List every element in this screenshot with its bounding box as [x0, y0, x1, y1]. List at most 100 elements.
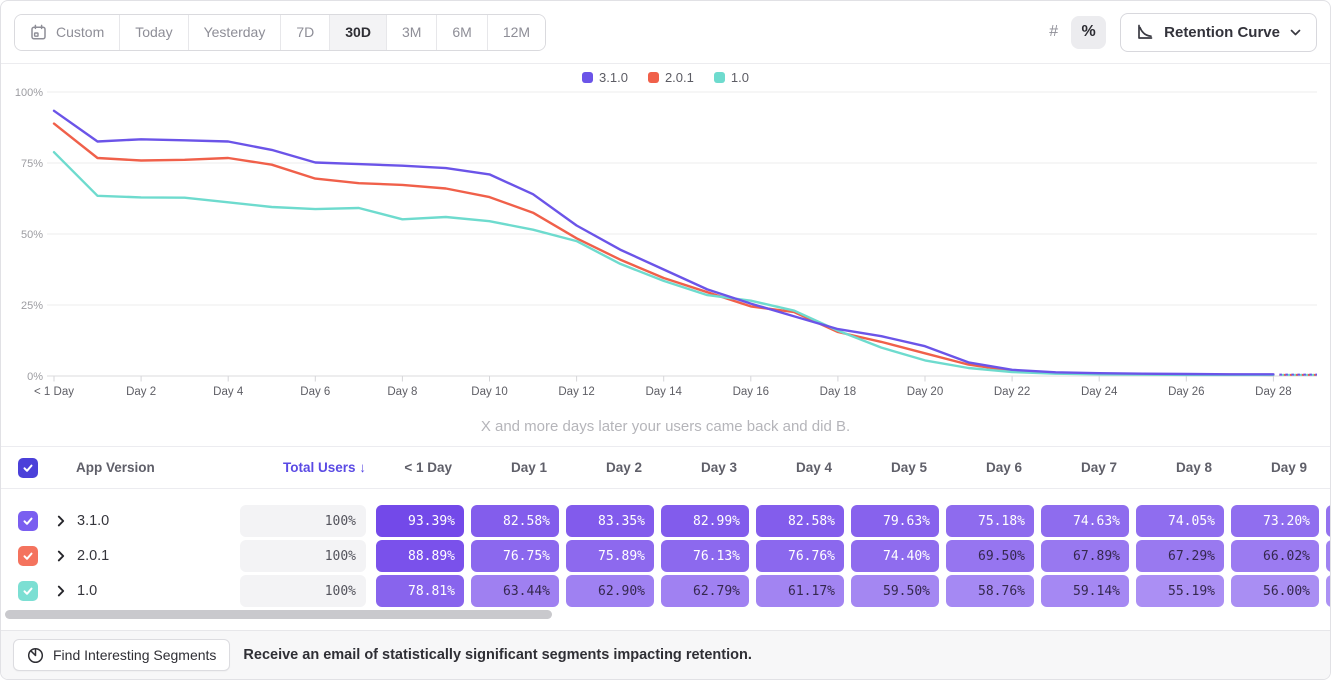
range-button-6m[interactable]: 6M: [436, 14, 487, 50]
x-axis-label: Day 16: [733, 386, 769, 398]
retention-cell[interactable]: 88.89%: [376, 540, 464, 572]
retention-cell[interactable]: 59.14%: [1041, 575, 1129, 607]
chart-subtitle: X and more days later your users came ba…: [480, 418, 851, 435]
percent-mode-button[interactable]: %: [1071, 15, 1107, 49]
legend-swatch: [713, 72, 725, 83]
retention-cell[interactable]: 66.02%: [1231, 540, 1319, 572]
range-button-label: Today: [135, 24, 173, 40]
legend-item-3-1-0[interactable]: 3.1.0: [582, 70, 628, 85]
y-axis-label: 0%: [27, 371, 43, 383]
check-icon: [23, 464, 33, 472]
series-line-3-1-0: [52, 109, 1275, 376]
horizontal-scrollbar[interactable]: [1, 610, 1330, 619]
row-label: 1.0: [77, 583, 98, 599]
column-header-total-users[interactable]: Total Users ↓: [256, 460, 366, 475]
range-button-yesterday[interactable]: Yesterday: [187, 14, 281, 50]
retention-cell[interactable]: 55.19%: [1136, 575, 1224, 607]
x-axis-label: Day 6: [300, 386, 330, 398]
find-interesting-segments-button[interactable]: Find Interesting Segments: [13, 639, 231, 671]
retention-cell[interactable]: 61.17%: [756, 575, 844, 607]
column-header-day-7: Day 7: [1080, 460, 1117, 475]
chart-type-dropdown[interactable]: Retention Curve: [1120, 12, 1317, 52]
retention-chart: 0% 25% 50% 75% 100% < 1 Day Day 2 Day 4 Day 6 Day…: [15, 87, 1317, 398]
row-expand-button[interactable]: [57, 585, 69, 597]
retention-cell[interactable]: 63.44%: [471, 575, 559, 607]
retention-cell[interactable]: 75.89%: [566, 540, 654, 572]
retention-cell[interactable]: 69.50%: [946, 540, 1034, 572]
table-row-1-0: 1.0 100% 78.81% 63.44% 62.90% 62.79% 61.17% 59.…: [1, 575, 1330, 607]
legend-label: 2.0.1: [664, 70, 694, 85]
retention-cell[interactable]: 59.50%: [851, 575, 939, 607]
expand-chevron-icon: [57, 515, 65, 527]
range-button-3m[interactable]: 3M: [385, 14, 437, 50]
retention-cell[interactable]: 67.89%: [1041, 540, 1129, 572]
series-line-2-0-1: [52, 122, 1275, 377]
chart-type-label: Retention Curve: [1164, 23, 1280, 41]
retention-cell[interactable]: 67.29%: [1136, 540, 1224, 572]
range-button-label: 6M: [452, 24, 472, 40]
column-header-day-4: Day 4: [795, 460, 832, 475]
retention-cell[interactable]: 73.20%: [1231, 505, 1319, 537]
range-button-12m[interactable]: 12M: [486, 14, 546, 50]
retention-cell[interactable]: 82.99%: [661, 505, 749, 537]
column-header-day-1: Day 1: [510, 460, 547, 475]
select-all-checkbox[interactable]: [18, 457, 38, 478]
row-checkbox-1-0[interactable]: [18, 581, 38, 601]
retention-cell[interactable]: 82.58%: [756, 505, 844, 537]
retention-cell[interactable]: 71.00%: [1326, 505, 1330, 537]
retention-cell[interactable]: 58.76%: [946, 575, 1034, 607]
range-button-custom[interactable]: Custom: [15, 14, 120, 50]
retention-cell[interactable]: 62.90%: [566, 575, 654, 607]
retention-cell[interactable]: 76.13%: [661, 540, 749, 572]
x-axis-label: Day 8: [387, 386, 417, 398]
x-axis-label: Day 28: [1255, 386, 1291, 398]
date-range-group: Custom Today Yesterday 7D 30D 3M 6M 12M: [14, 13, 547, 51]
legend-item-2-0-1[interactable]: 2.0.1: [647, 70, 694, 85]
retention-cell[interactable]: 82.58%: [471, 505, 559, 537]
column-header-day-2: Day 2: [605, 460, 642, 475]
row-checkbox-3-1-0[interactable]: [18, 511, 38, 531]
range-button-30d[interactable]: 30D: [329, 14, 386, 50]
row-checkbox-2-0-1[interactable]: [18, 546, 38, 566]
retention-cell[interactable]: 93.39%: [376, 505, 464, 537]
x-axis-label: Day 12: [558, 386, 594, 398]
range-button-today[interactable]: Today: [119, 14, 188, 50]
range-button-7d[interactable]: 7D: [280, 14, 330, 50]
absolute-number-mode-button[interactable]: #: [1036, 16, 1071, 49]
table-row-2-0-1: 2.0.1 100% 88.89% 76.75% 75.89% 76.13% 76.76% 7…: [1, 540, 1330, 572]
range-button-label: Yesterday: [203, 24, 266, 40]
retention-cell[interactable]: 79.63%: [851, 505, 939, 537]
y-axis-label: 50%: [21, 229, 43, 241]
retention-cell[interactable]: 74.40%: [851, 540, 939, 572]
legend-item-1-0[interactable]: 1.0: [713, 70, 749, 85]
retention-cell[interactable]: 75.18%: [946, 505, 1034, 537]
retention-cell[interactable]: 78.81%: [376, 575, 464, 607]
retention-cell[interactable]: 56.00%: [1231, 575, 1319, 607]
legend-swatch: [582, 72, 594, 83]
row-expand-button[interactable]: [57, 550, 69, 562]
find-interesting-segments-label: Find Interesting Segments: [53, 647, 217, 663]
retention-curve-icon: [1138, 24, 1153, 39]
row-expand-button[interactable]: [57, 515, 69, 527]
retention-cell[interactable]: 76.76%: [756, 540, 844, 572]
x-axis-label: Day 4: [213, 386, 244, 398]
column-header-day-3: Day 3: [700, 460, 737, 475]
retention-cell[interactable]: 54.50%: [1326, 575, 1330, 607]
column-header-day-8: Day 8: [1175, 460, 1212, 475]
retention-cell[interactable]: 74.63%: [1041, 505, 1129, 537]
retention-cell[interactable]: 83.35%: [566, 505, 654, 537]
retention-table: App Version Total Users ↓ < 1 Day Day 1 Day …: [1, 446, 1330, 619]
retention-cell[interactable]: 74.05%: [1136, 505, 1224, 537]
x-axis-label: Day 2: [126, 386, 156, 398]
y-axis-label: 75%: [21, 158, 43, 170]
retention-cell[interactable]: 62.79%: [661, 575, 749, 607]
retention-cell[interactable]: 63.00%: [1326, 540, 1330, 572]
row-label: 2.0.1: [77, 548, 110, 564]
series-line-1-0: [52, 150, 1275, 377]
range-button-label: Custom: [56, 24, 105, 40]
retention-cell[interactable]: 76.75%: [471, 540, 559, 572]
total-users-label: Total Users: [282, 460, 356, 475]
legend-label: 3.1.0: [599, 70, 628, 85]
scrollbar-thumb[interactable]: [5, 610, 552, 619]
